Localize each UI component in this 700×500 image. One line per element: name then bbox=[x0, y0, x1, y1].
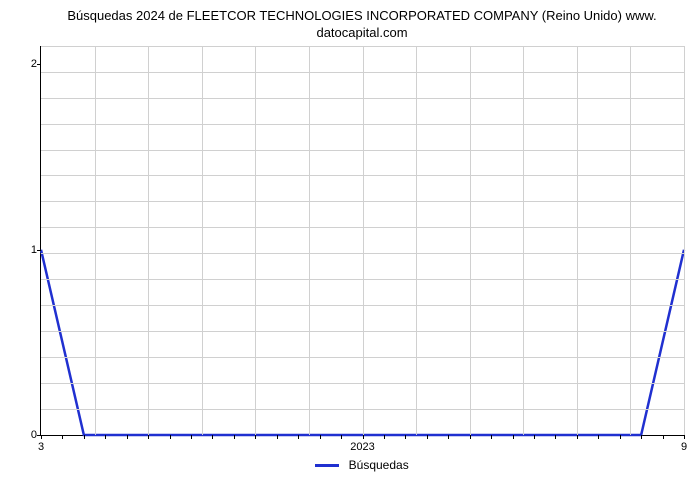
x-minor-tick bbox=[491, 435, 492, 439]
y-tick-label: 1 bbox=[21, 244, 37, 256]
x-axis-center-label: 2023 bbox=[350, 441, 374, 453]
grid-v bbox=[470, 46, 471, 435]
x-minor-tick bbox=[384, 435, 385, 439]
y-tick-mark bbox=[37, 250, 41, 251]
x-minor-tick bbox=[127, 435, 128, 439]
plot-area: 2023 01239 bbox=[40, 46, 684, 436]
grid-v bbox=[309, 46, 310, 435]
grid-v bbox=[148, 46, 149, 435]
x-minor-tick bbox=[170, 435, 171, 439]
x-minor-tick bbox=[448, 435, 449, 439]
x-minor-tick bbox=[620, 435, 621, 439]
x-minor-tick bbox=[212, 435, 213, 439]
x-minor-tick bbox=[405, 435, 406, 439]
x-minor-tick bbox=[641, 435, 642, 439]
legend-label: Búsquedas bbox=[349, 458, 409, 472]
chart-container: Búsquedas 2024 de FLEETCOR TECHNOLOGIES … bbox=[0, 0, 700, 500]
x-minor-tick bbox=[513, 435, 514, 439]
grid-v bbox=[630, 46, 631, 435]
x-minor-tick bbox=[684, 435, 685, 439]
grid-v bbox=[95, 46, 96, 435]
grid-v bbox=[684, 46, 685, 435]
grid-v bbox=[255, 46, 256, 435]
y-tick-label: 2 bbox=[21, 58, 37, 70]
x-tick-right: 9 bbox=[681, 441, 687, 453]
x-minor-tick bbox=[534, 435, 535, 439]
grid-v bbox=[523, 46, 524, 435]
x-minor-tick bbox=[41, 435, 42, 439]
x-tick-left: 3 bbox=[38, 441, 44, 453]
x-minor-tick bbox=[255, 435, 256, 439]
x-minor-tick bbox=[555, 435, 556, 439]
x-minor-tick bbox=[427, 435, 428, 439]
x-minor-tick bbox=[663, 435, 664, 439]
x-minor-tick bbox=[363, 435, 364, 439]
x-minor-tick bbox=[191, 435, 192, 439]
grid-v bbox=[202, 46, 203, 435]
legend-swatch bbox=[315, 464, 339, 467]
x-minor-tick bbox=[84, 435, 85, 439]
chart-title: Búsquedas 2024 de FLEETCOR TECHNOLOGIES … bbox=[40, 8, 684, 42]
y-tick-label: 0 bbox=[21, 429, 37, 441]
x-minor-tick bbox=[320, 435, 321, 439]
y-tick-mark bbox=[37, 64, 41, 65]
grid-v bbox=[577, 46, 578, 435]
x-minor-tick bbox=[298, 435, 299, 439]
title-line-1: Búsquedas 2024 de FLEETCOR TECHNOLOGIES … bbox=[67, 8, 656, 23]
x-minor-tick bbox=[470, 435, 471, 439]
x-minor-tick bbox=[341, 435, 342, 439]
x-minor-tick bbox=[277, 435, 278, 439]
x-minor-tick bbox=[105, 435, 106, 439]
grid-v bbox=[416, 46, 417, 435]
title-line-2: datocapital.com bbox=[316, 25, 407, 40]
grid-v bbox=[363, 46, 364, 435]
legend: Búsquedas bbox=[40, 458, 684, 472]
x-minor-tick bbox=[148, 435, 149, 439]
x-minor-tick bbox=[62, 435, 63, 439]
x-minor-tick bbox=[598, 435, 599, 439]
x-minor-tick bbox=[577, 435, 578, 439]
x-minor-tick bbox=[234, 435, 235, 439]
